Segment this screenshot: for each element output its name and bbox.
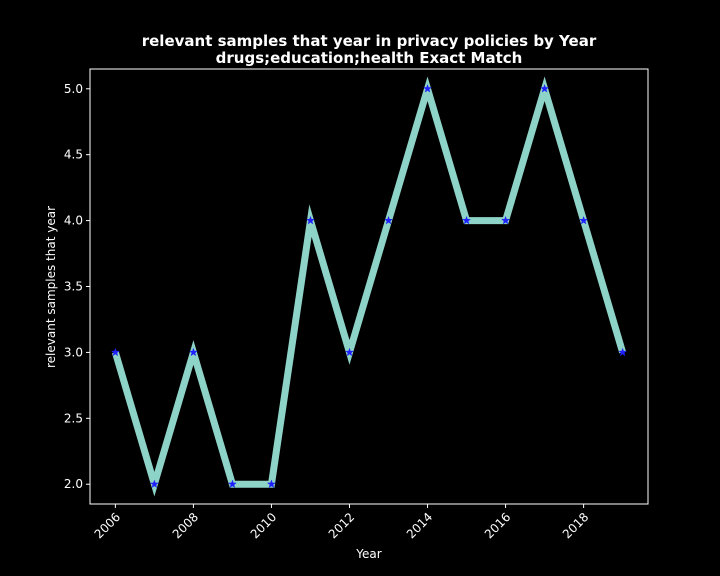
data-point-marker [540,84,550,93]
data-point-marker [618,347,628,357]
plot-area [110,76,628,497]
y-tick-label: 2.0 [64,477,83,491]
data-point-marker [305,215,315,225]
series-line [112,76,626,497]
y-tick-label: 3.0 [64,345,83,359]
data-point-marker [149,479,159,489]
x-axis-label: Year [355,547,381,561]
data-point-marker [383,215,394,225]
data-point-marker [227,479,237,489]
y-tick-label: 5.0 [64,82,83,96]
data-point-marker [266,479,276,489]
chart-title-line2: drugs;education;health Exact Match [216,49,523,67]
y-axis: 2.0 2.5 3.0 3.5 4.0 4.5 5.0 [64,82,90,491]
y-axis-label: relevant samples that year [44,206,58,368]
y-tick-label: 2.5 [64,411,83,425]
y-tick-label: 4.5 [64,148,83,162]
chart-title-line1: relevant samples that year in privacy po… [142,32,597,50]
data-point-marker [344,347,355,357]
data-point-marker [579,215,589,225]
y-tick-label: 3.5 [64,280,83,294]
data-point-marker [188,347,198,357]
y-tick-label: 4.0 [64,214,83,228]
data-point-marker [423,84,433,93]
data-point-marker [501,215,511,225]
data-point-marker [110,347,120,357]
data-point-marker [462,215,472,225]
